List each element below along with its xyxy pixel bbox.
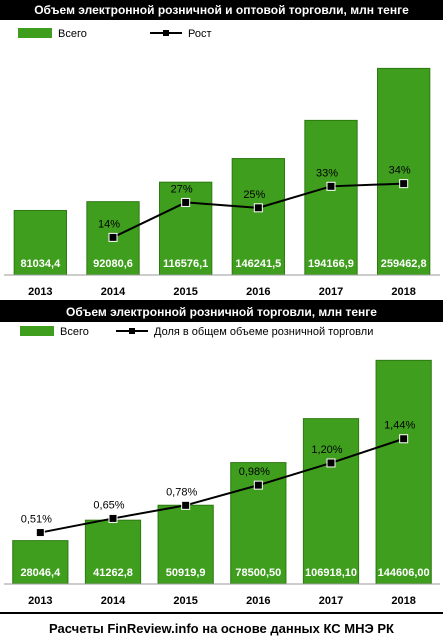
legend-swatch-bars [18,28,52,38]
line-point-2014 [108,513,118,523]
line-point-label: 25% [243,189,265,201]
divider [0,300,443,302]
chart-2-panel: Всего Доля в общем объеме розничной торго… [0,322,443,612]
bar-2016 [231,158,285,276]
legend-label-line: Доля в общем объеме розничной торговли [154,326,373,338]
bar-value-label: 106918,10 [305,567,357,579]
chart-1-title: Объем электронной розничной и оптовой то… [0,0,443,20]
line-point-2017 [326,181,336,191]
line-point-2016 [253,480,263,490]
x-tick-label: 2018 [391,595,415,607]
line-point-2013 [35,528,45,538]
bar-value-label: 144606,00 [378,567,430,579]
bar-2017 [304,119,358,276]
bar-value-label: 146241,5 [235,258,281,270]
x-tick-label: 2014 [101,595,126,607]
legend-label-bars: Всего [58,28,87,40]
bar-2018 [375,359,432,585]
line-point-label: 14% [98,218,120,230]
divider [0,612,443,614]
line-point-label: 0,98% [239,466,270,478]
bar-2018 [377,67,431,276]
bar-value-label: 41262,8 [93,567,133,579]
bar-value-label: 81034,4 [20,258,61,270]
bar-value-label: 259462,8 [381,258,427,270]
legend-swatch-bars [20,326,54,336]
line-point-2018 [399,179,409,189]
x-tick-label: 2015 [173,286,197,298]
line-point-2015 [181,197,191,207]
x-tick-label: 2017 [319,595,343,607]
legend-marker [163,30,169,36]
legend-label-bars: Всего [60,326,89,338]
x-tick-label: 2015 [173,595,197,607]
line-point-label: 0,78% [166,486,197,498]
line-point-label: 1,20% [311,444,342,456]
x-tick-label: 2018 [391,286,415,298]
line-point-2018 [399,434,409,444]
footer-source: Расчеты FinReview.info на основе данных … [49,621,394,636]
bar-2017 [302,418,360,585]
line-point-2016 [253,203,263,213]
bar-value-label: 92080,6 [93,258,133,270]
x-tick-label: 2014 [101,286,126,298]
bar-value-label: 116576,1 [163,258,208,270]
line-point-2017 [326,458,336,468]
bar-2014 [84,519,142,585]
legend-label-line: Рост [188,28,212,40]
line-point-2015 [181,500,191,510]
chart-2-title: Объем электронной розничной торговли, мл… [0,302,443,322]
bar-value-label: 28046,4 [20,567,61,579]
bar-value-label: 78500,50 [235,567,281,579]
line-point-label: 27% [171,183,193,195]
line-point-label: 33% [316,167,338,179]
x-tick-label: 2017 [319,286,343,298]
chart-1-panel: Всего Рост 81034,4 2013 92080,6 2014 116576,1 2… [0,20,443,300]
line-point-label: 1,44% [384,420,415,432]
x-tick-label: 2016 [246,286,270,298]
line-series-path [40,437,404,534]
chart-2: Всего Доля в общем объеме розничной торго… [4,326,440,607]
legend-marker [129,328,135,334]
bar-value-label: 194166,9 [308,258,354,270]
bar-value-label: 50919,9 [166,567,206,579]
line-point-label: 34% [389,165,411,177]
chart-1: Всего Рост 81034,4 2013 92080,6 2014 116576,1 2… [4,28,440,298]
x-tick-label: 2016 [246,595,270,607]
x-tick-label: 2013 [28,286,52,298]
x-tick-label: 2013 [28,595,52,607]
line-point-label: 0,65% [93,499,124,511]
line-point-label: 0,51% [21,514,52,526]
line-point-2014 [108,232,118,242]
